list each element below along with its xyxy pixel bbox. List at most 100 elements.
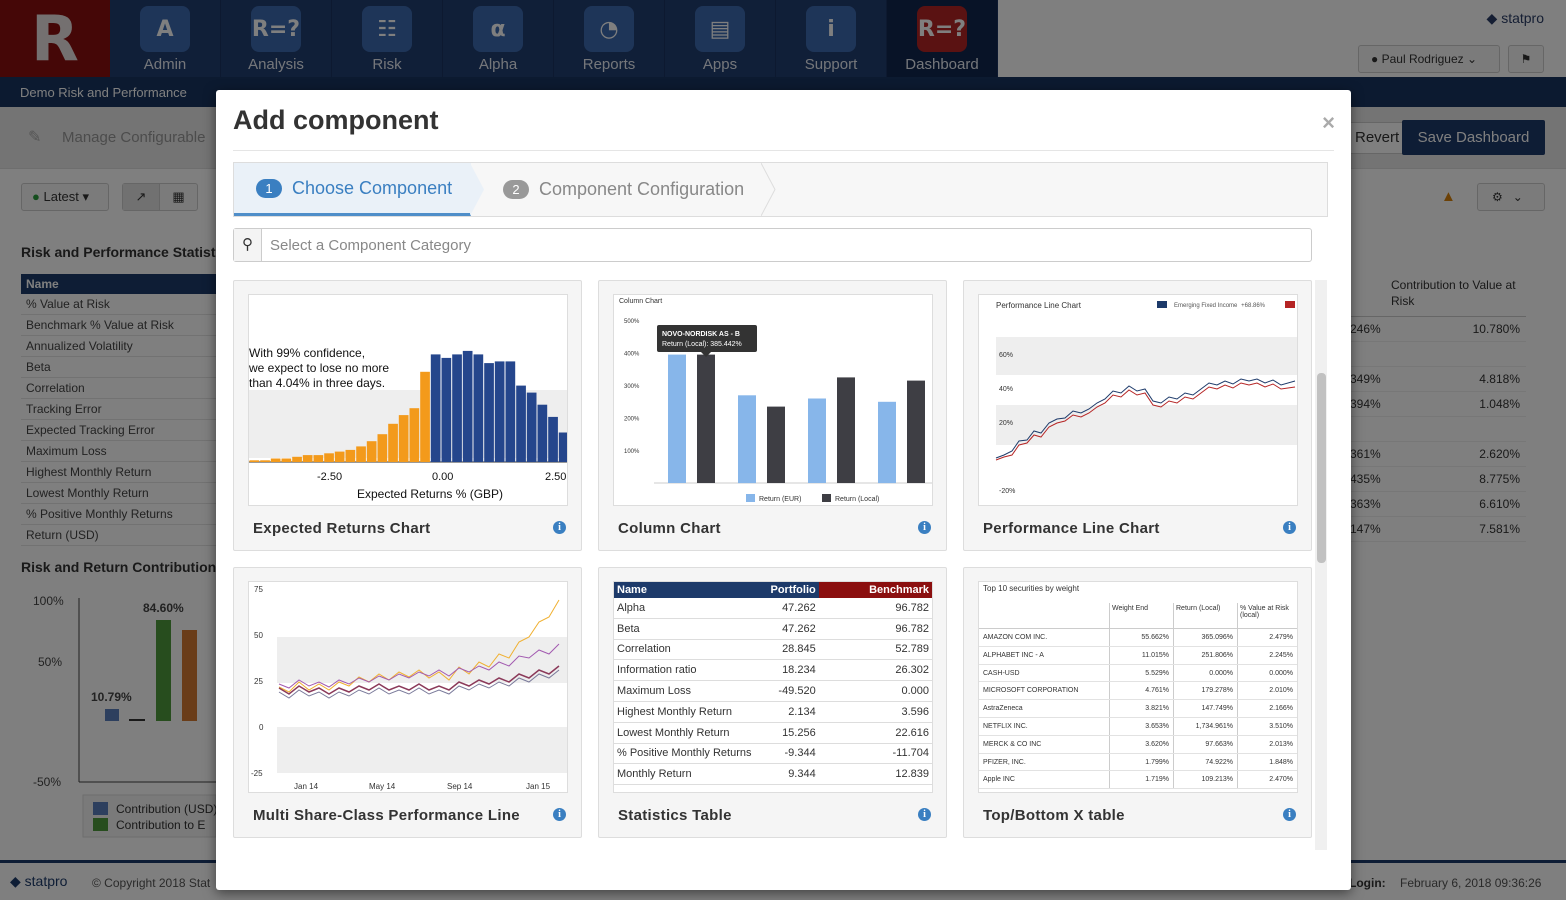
multi-xtick: Jan 14 (294, 782, 319, 791)
component-card-statistics-table[interactable]: Name Portfolio Benchmark Alpha 47.262 96.7… (598, 567, 947, 838)
column-bar (767, 406, 785, 483)
topx-cell: 3.821% (1109, 700, 1173, 717)
multi-xtick: May 14 (369, 782, 396, 791)
column-title: Column Chart (619, 298, 662, 305)
expected-xlabel: Expected Returns % (GBP) (357, 487, 503, 501)
topx-cell: 2.245% (1237, 646, 1297, 664)
step-label: Choose Component (292, 177, 453, 198)
card-title: Column Chart (618, 520, 721, 537)
topx-header: Weight End Return (Local) % Value at Ris… (979, 603, 1297, 629)
topx-cell: 1.848% (1237, 753, 1297, 771)
expected-returns-preview: With 99% confidence, we expect to lose n… (248, 294, 568, 506)
step-number: 2 (503, 180, 529, 199)
info-icon[interactable]: i (918, 521, 931, 534)
histogram-bar (409, 408, 420, 462)
histogram-bar (452, 354, 462, 462)
component-grid-scrollbar[interactable] (1315, 280, 1327, 850)
multi-xtick: Jan 15 (526, 782, 551, 791)
topx-cell: AMAZON COM INC. (983, 634, 1048, 641)
multi-share-class-preview: 75 50 25 0 -25 Jan 14 May 14 Sep 14 Jan … (248, 581, 568, 793)
topx-cell: 179.278% (1173, 682, 1237, 700)
histogram-bar (398, 415, 409, 462)
topx-cell: 1,734.961% (1173, 717, 1237, 735)
close-icon[interactable]: × (1322, 110, 1335, 135)
info-icon[interactable]: i (918, 808, 931, 821)
topx-row: MERCK & CO INC 3.620% 97.663% 2.013% (979, 735, 1297, 754)
info-icon[interactable]: i (1283, 521, 1296, 534)
histogram-bar (313, 455, 324, 462)
topx-cell: 251.806% (1173, 646, 1237, 664)
component-card-column-chart[interactable]: Column Chart 500% 400% 300% 200% 100% NOVO-N… (598, 280, 947, 551)
histogram-bar (366, 441, 377, 462)
topx-cell: MICROSOFT CORPORATION (983, 687, 1079, 695)
histogram-bar (377, 434, 388, 462)
column-legend: Return (Local) (835, 496, 879, 503)
column-bar (668, 354, 686, 483)
info-icon[interactable]: i (553, 521, 566, 534)
histogram-bar (441, 357, 452, 462)
column-ytick: 400% (624, 352, 640, 358)
topx-cell: 97.663% (1173, 735, 1237, 753)
topx-cell: 55.662% (1109, 629, 1173, 646)
topx-cell: 0.000% (1173, 664, 1237, 682)
multi-ytick: 50 (254, 631, 263, 640)
stats-preview-header-cell: Name (614, 582, 758, 598)
stats-preview-cell: Information ratio (617, 664, 697, 677)
topx-cell: 2.010% (1237, 682, 1297, 700)
column-bar (907, 380, 925, 483)
stats-preview-cell: Beta (617, 622, 640, 635)
multi-ytick: 75 (254, 585, 263, 594)
component-card-top-bottom-x[interactable]: Top 10 securities by weight Weight End R… (963, 567, 1312, 838)
histogram-bar (388, 423, 398, 462)
topx-cell: 1.799% (1109, 753, 1173, 771)
stats-preview-cell: Lowest Monthly Return (617, 726, 730, 739)
topx-cell: CASH-USD (983, 669, 1020, 677)
step-choose-component[interactable]: 1 Choose Component (234, 163, 471, 216)
info-icon[interactable]: i (1283, 808, 1296, 821)
component-card-multi-share-class[interactable]: 75 50 25 0 -25 Jan 14 May 14 Sep 14 Jan … (233, 567, 582, 838)
column-bar (837, 377, 855, 483)
step-component-configuration[interactable]: 2 Component Configuration (471, 163, 761, 216)
stats-preview-cell: 26.302 (895, 664, 929, 677)
topx-cell: 2.166% (1237, 700, 1297, 717)
expected-returns-thumbnail: With 99% confidence, we expect to lose n… (249, 346, 567, 501)
multi-ytick: -25 (251, 769, 263, 778)
topx-cell: 5.529% (1109, 664, 1173, 682)
histogram-bar (526, 392, 537, 462)
stats-preview-row: Lowest Monthly Return 15.256 22.616 (614, 723, 932, 744)
stats-preview-header-cell: Portfolio (757, 582, 819, 598)
topx-cell: 1.719% (1109, 771, 1173, 789)
topx-cell: 365.096% (1173, 629, 1237, 646)
topx-cell: AstraZeneca (983, 705, 1023, 713)
info-icon[interactable]: i (553, 808, 566, 821)
topx-row: Apple INC 1.719% 109.213% 2.470% (979, 771, 1297, 790)
histogram-bar (420, 371, 430, 462)
column-ytick: 300% (624, 384, 640, 390)
expected-tick: 0.00 (432, 471, 453, 483)
topx-cell: MERCK & CO INC (983, 740, 1042, 748)
perf-title: Performance Line Chart (996, 301, 1082, 310)
component-category-select[interactable]: ⚲ Select a Component Category (233, 228, 1312, 262)
topx-cell: 2.479% (1237, 629, 1297, 646)
histogram-bar (324, 453, 334, 462)
stats-preview-row: Maximum Loss -49.520 0.000 (614, 681, 932, 702)
column-legend: Return (EUR) (759, 496, 801, 503)
stats-preview-row: Beta 47.262 96.782 (614, 619, 932, 640)
top-bottom-x-preview: Top 10 securities by weight Weight End R… (978, 581, 1298, 793)
topx-cell: ALPHABET INC - A (983, 651, 1044, 659)
card-title: Performance Line Chart (983, 520, 1160, 537)
perf-legend: Emerging Fixed Income (1174, 303, 1238, 309)
histogram-bar (494, 361, 505, 462)
component-card-expected-returns[interactable]: With 99% confidence, we expect to lose n… (233, 280, 582, 551)
stats-preview-cell: Highest Monthly Return (617, 705, 732, 718)
stats-preview-row: Monthly Return 9.344 12.839 (614, 764, 932, 786)
topx-cell: 109.213% (1173, 771, 1237, 789)
add-component-modal: Add component × 1 Choose Component 2 Compo… (216, 90, 1351, 890)
column-ytick: 200% (624, 417, 640, 423)
component-card-performance-line[interactable]: Performance Line Chart Emerging Fixed In… (963, 280, 1312, 551)
stats-preview-row: % Positive Monthly Returns -9.344 -11.704 (614, 744, 932, 765)
stats-preview-cell: Monthly Return (617, 768, 692, 781)
topx-header-cell: Weight End (1109, 603, 1173, 628)
histogram-bar (356, 446, 366, 462)
perf-ytick: 20% (999, 420, 1013, 427)
